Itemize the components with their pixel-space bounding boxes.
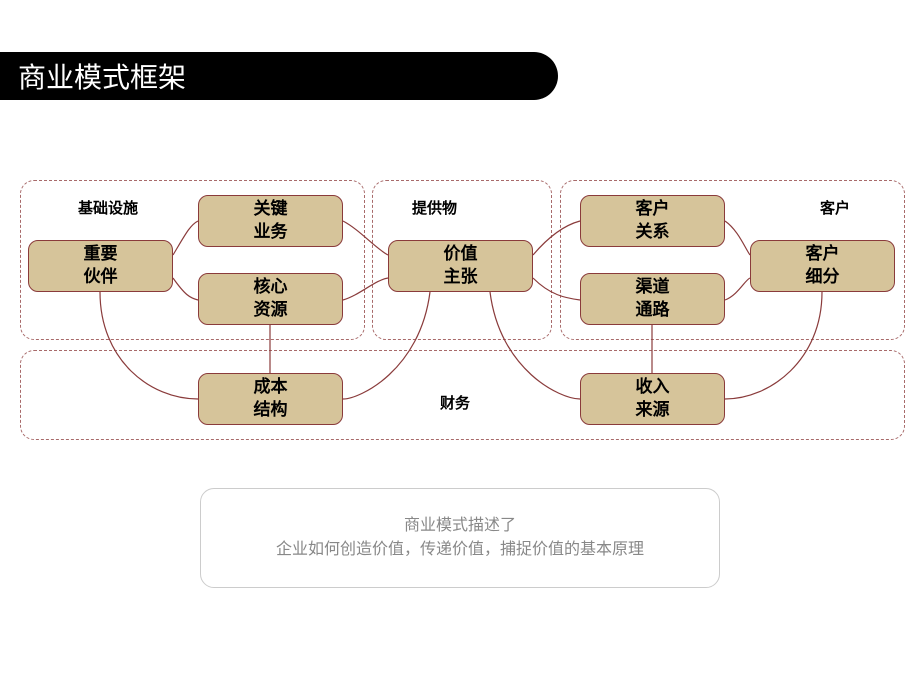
description-line1: 商业模式描述了 xyxy=(404,514,516,538)
description-box: 商业模式描述了 企业如何创造价值，传递价值，捕捉价值的基本原理 xyxy=(200,488,720,588)
group-finance-label: 财务 xyxy=(440,392,470,413)
node-activities: 关键 业务 xyxy=(198,195,343,247)
node-revenue: 收入 来源 xyxy=(580,373,725,425)
node-cost: 成本 结构 xyxy=(198,373,343,425)
group-customer-label: 客户 xyxy=(820,197,850,218)
node-value: 价值 主张 xyxy=(388,240,533,292)
node-partners: 重要 伙伴 xyxy=(28,240,173,292)
node-relationships: 客户 关系 xyxy=(580,195,725,247)
node-segments: 客户 细分 xyxy=(750,240,895,292)
page-title-text: 商业模式框架 xyxy=(18,56,186,96)
node-resources: 核心 资源 xyxy=(198,273,343,325)
group-offer-label: 提供物 xyxy=(412,197,457,218)
node-channels: 渠道 通路 xyxy=(580,273,725,325)
page-title: 商业模式框架 xyxy=(0,52,558,100)
description-line2: 企业如何创造价值，传递价值，捕捉价值的基本原理 xyxy=(276,538,644,562)
group-infrastructure-label: 基础设施 xyxy=(78,197,138,218)
